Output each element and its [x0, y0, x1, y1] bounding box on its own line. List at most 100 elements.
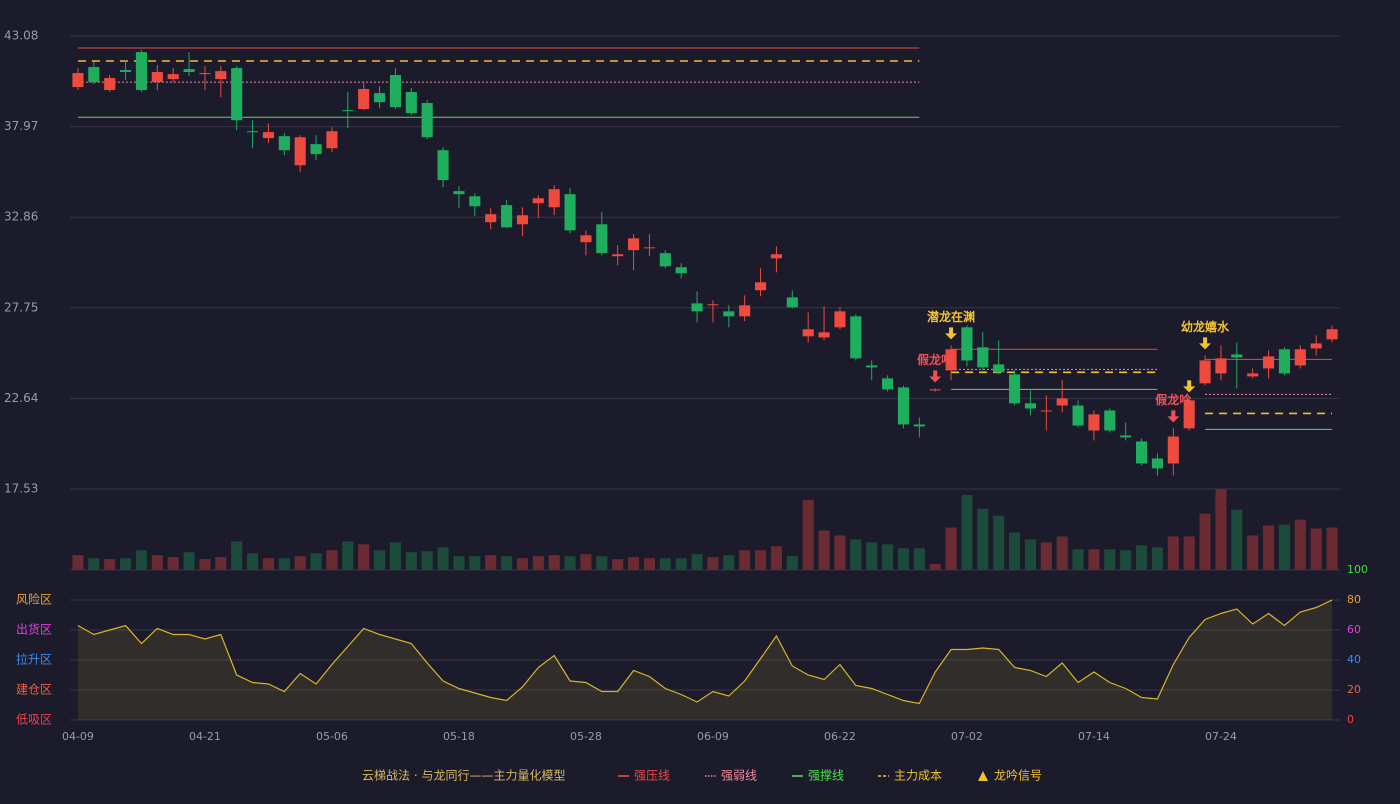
- volume-bar: [1024, 539, 1036, 570]
- candle-body: [1231, 354, 1243, 358]
- candle-body: [675, 267, 687, 274]
- volume-bar: [310, 553, 322, 570]
- signal-arrow: [929, 370, 942, 383]
- zone-label: 建仓区: [16, 683, 52, 697]
- volume-bar: [1056, 536, 1068, 570]
- candle-body: [262, 132, 274, 139]
- volume-bar: [961, 494, 973, 570]
- volume-bar: [882, 544, 894, 570]
- oscillator-line: [77, 599, 1333, 705]
- volume-bar: [866, 542, 878, 570]
- y2-tick-label: 20: [1347, 683, 1361, 696]
- candle-body: [739, 305, 751, 317]
- candle-body: [755, 282, 767, 291]
- candle-body: [691, 303, 703, 312]
- candle-body: [374, 93, 386, 103]
- candle-body: [437, 150, 449, 181]
- volume-bar: [628, 557, 640, 570]
- candle-body: [1056, 398, 1068, 406]
- volume-bar: [374, 550, 386, 570]
- volume-bar: [135, 550, 147, 570]
- candle-body: [485, 214, 497, 223]
- candle-body: [326, 131, 338, 149]
- candle-body: [469, 196, 481, 207]
- volume-bar: [199, 559, 211, 570]
- volume-bar: [72, 555, 84, 570]
- volume-bar: [945, 527, 957, 570]
- volume-bar: [707, 557, 719, 570]
- volume-bar: [453, 556, 465, 570]
- volume-bar: [1310, 528, 1322, 570]
- volume-bar: [389, 542, 401, 570]
- candle-body: [786, 297, 798, 308]
- y2-tick-label: 60: [1347, 623, 1361, 636]
- legend-label: 主力成本: [894, 769, 942, 783]
- candle-body: [1136, 441, 1148, 464]
- y-tick-label: 43.08: [4, 29, 38, 43]
- candle-body: [818, 332, 830, 338]
- candle-body: [961, 327, 973, 361]
- y2-tick-label: 80: [1347, 593, 1361, 606]
- x-tick-label: 05-18: [443, 730, 475, 743]
- volume-bar: [1231, 509, 1243, 570]
- legend-title: 云梯战法 · 与龙同行——主力量化模型: [362, 769, 565, 783]
- signal-arrow: [1183, 380, 1196, 393]
- volume-bar: [913, 548, 925, 570]
- volume-bar: [564, 556, 576, 570]
- signal-label: 潜龙在渊: [927, 309, 975, 324]
- volume-bar: [834, 535, 846, 570]
- y2-tick-label: 0: [1347, 713, 1354, 726]
- volume-bar: [993, 515, 1005, 570]
- volume-bar: [1183, 536, 1195, 570]
- candle-body: [802, 329, 814, 337]
- candle-body: [501, 205, 513, 228]
- y-tick-label: 37.97: [4, 119, 38, 133]
- signal-arrow: [1199, 337, 1212, 350]
- candle-body: [929, 389, 941, 391]
- candle-body: [770, 254, 782, 259]
- oscillator-area: [77, 600, 1333, 720]
- volume-bar: [405, 552, 417, 570]
- candle-body: [707, 304, 719, 306]
- candle-body: [1072, 405, 1084, 426]
- candle-body: [564, 194, 576, 231]
- candle-body: [247, 131, 259, 133]
- volume-bar: [786, 556, 798, 570]
- candle-body: [1120, 435, 1132, 438]
- x-tick-label: 07-02: [951, 730, 983, 743]
- candle-body: [151, 71, 163, 83]
- candle-body: [1088, 414, 1100, 431]
- volume-bar: [897, 548, 909, 570]
- zone-label: 风险区: [16, 592, 52, 607]
- volume-bar: [1104, 549, 1116, 570]
- volume-bar: [1088, 549, 1100, 570]
- volume-bar: [262, 558, 274, 570]
- candle-body: [882, 378, 894, 390]
- volume-bar: [643, 558, 655, 570]
- candle-body: [1263, 356, 1275, 369]
- candle-body: [1183, 400, 1195, 429]
- signal-label: 假龙吟: [1155, 392, 1191, 407]
- volume-bar: [485, 555, 497, 570]
- volume-bar: [1120, 550, 1132, 570]
- volume-bar: [802, 499, 814, 570]
- y-tick-label: 27.75: [4, 300, 38, 314]
- candle-body: [358, 89, 370, 110]
- volume-bar: [532, 556, 544, 570]
- volume-bar: [1136, 545, 1148, 570]
- x-tick-label: 07-14: [1078, 730, 1110, 743]
- legend-swatch: [978, 771, 988, 781]
- legend-label: 强压线: [634, 769, 670, 783]
- candle-body: [1247, 373, 1259, 377]
- candle-body: [993, 364, 1005, 373]
- volume-bar: [1294, 519, 1306, 570]
- volume-bar: [167, 557, 179, 570]
- candle-body: [1151, 458, 1163, 469]
- candle-body: [1024, 403, 1036, 409]
- candle-body: [1040, 410, 1052, 412]
- candle-body: [1104, 410, 1116, 431]
- candle-body: [850, 316, 862, 359]
- volume-bar: [596, 556, 608, 570]
- volume-bar: [755, 550, 767, 570]
- volume-bar: [120, 558, 132, 570]
